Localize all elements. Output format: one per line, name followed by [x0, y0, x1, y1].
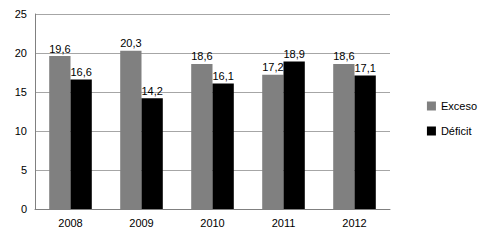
svg-text:18,6: 18,6	[333, 50, 354, 62]
svg-text:0: 0	[21, 203, 27, 215]
svg-text:15: 15	[15, 86, 27, 98]
svg-text:17,2: 17,2	[262, 61, 283, 73]
svg-text:2012: 2012	[342, 217, 366, 229]
svg-text:10: 10	[15, 125, 27, 137]
svg-text:18,6: 18,6	[191, 50, 212, 62]
svg-text:2010: 2010	[200, 217, 224, 229]
svg-text:18,9: 18,9	[283, 48, 304, 60]
svg-text:14,2: 14,2	[141, 85, 162, 97]
svg-text:Exceso: Exceso	[441, 100, 477, 112]
svg-text:20,3: 20,3	[120, 37, 141, 49]
svg-text:25: 25	[15, 8, 27, 20]
svg-text:16,1: 16,1	[212, 70, 233, 82]
svg-text:20: 20	[15, 47, 27, 59]
svg-text:17,1: 17,1	[354, 62, 375, 74]
svg-text:2008: 2008	[58, 217, 82, 229]
svg-text:5: 5	[21, 164, 27, 176]
svg-text:2011: 2011	[272, 217, 296, 229]
svg-text:Déficit: Déficit	[441, 125, 472, 137]
svg-text:19,6: 19,6	[49, 43, 70, 55]
svg-text:2009: 2009	[129, 217, 153, 229]
svg-text:16,6: 16,6	[70, 66, 91, 78]
